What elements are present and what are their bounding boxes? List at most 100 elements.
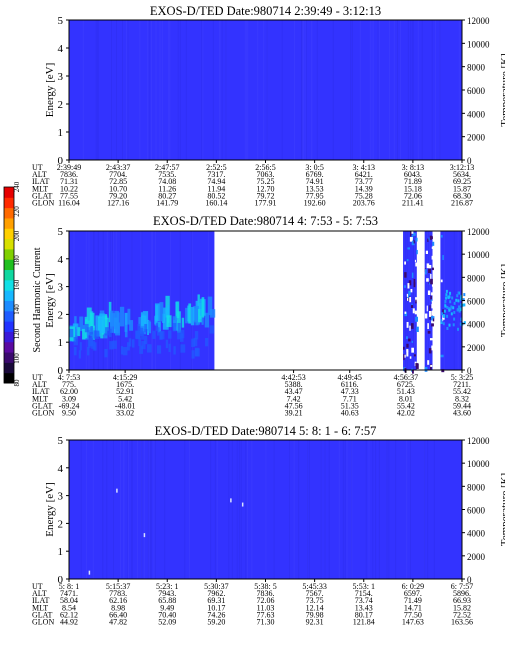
table-cell: 8.98 (111, 603, 125, 612)
band-cell (446, 326, 449, 330)
speckle (415, 262, 418, 267)
table-cell: 6043. (404, 170, 422, 179)
y-tick-label: 3 (58, 491, 64, 503)
y-tick-label: 5 (58, 15, 64, 27)
band-cell (448, 323, 451, 327)
band-cell (441, 312, 444, 316)
table-cell: 203.76 (353, 199, 375, 208)
speckle (431, 255, 434, 260)
table-cell: 43.47 (285, 387, 303, 396)
table-cell: 14.71 (404, 603, 422, 612)
table-cell: 71.30 (257, 618, 275, 627)
band-cell (194, 331, 199, 340)
table-cell: 73.74 (355, 596, 373, 605)
band-cell (456, 308, 459, 312)
speckle (431, 310, 435, 316)
speckle (430, 278, 433, 285)
table-cell: 73.77 (355, 177, 373, 186)
y-axis-label: Energy [eV] (44, 482, 56, 536)
table-cell: 5:15:37 (106, 582, 130, 591)
row-label: GLON (32, 199, 54, 208)
band-cell (110, 313, 116, 327)
table-cell: 141.79 (156, 199, 178, 208)
speckle (412, 369, 414, 374)
energy-band (69, 231, 466, 374)
band-cell (84, 323, 89, 333)
speckle (414, 310, 418, 315)
band-cell (144, 323, 148, 333)
speckle (116, 488, 118, 493)
speckle (406, 259, 409, 262)
speckle (428, 264, 432, 269)
band-cell (139, 327, 144, 337)
data-gap (432, 231, 441, 370)
y-tick-label: 4 (58, 463, 64, 475)
y2-tick-label: 0 (467, 366, 472, 376)
table-cell: 69.25 (453, 177, 471, 186)
orbit-table: UT 4: 7:53 4:15:29 4:42:53 4:49:45 4:56:37 5: … (32, 373, 473, 418)
band-cell (138, 317, 141, 327)
y2-axis-label: Temperature [K] (499, 264, 505, 337)
band-cell (156, 345, 162, 354)
table-cell: 7535. (158, 170, 176, 179)
table-cell: 71.89 (404, 177, 422, 186)
band-cell (89, 331, 94, 341)
row-label: ILAT (32, 387, 49, 396)
speckle (413, 282, 416, 288)
band-cell (128, 338, 132, 347)
table-cell: 40.63 (341, 409, 359, 418)
band-cell (449, 307, 452, 311)
y2-tick-label: 2000 (467, 343, 486, 353)
speckle (427, 290, 431, 295)
speckle (428, 310, 432, 317)
speckle (410, 288, 413, 293)
table-cell: 74.94 (207, 177, 225, 186)
colorbar-label: Second Harmonic Current (32, 247, 43, 352)
y2-tick-label: 12000 (467, 16, 490, 26)
band-cell (90, 326, 93, 335)
band-cell (162, 307, 169, 330)
band-cell (442, 322, 445, 326)
table-cell: 72.85 (109, 177, 127, 186)
band-cell (457, 327, 460, 331)
band-cell (173, 346, 176, 355)
colorbar-segment (4, 217, 14, 229)
band-cell (446, 314, 449, 318)
band-cell (141, 315, 147, 326)
band-cell (104, 314, 108, 334)
table-cell: 4: 7:53 (58, 373, 80, 382)
band-cell (124, 324, 128, 338)
speckle (413, 278, 416, 285)
table-cell: 6769. (306, 170, 324, 179)
band-cell (138, 337, 141, 347)
speckle (406, 336, 408, 340)
y2-tick-label: 0 (467, 575, 472, 585)
speckle (432, 316, 435, 319)
speckle (425, 269, 427, 275)
band-cell (177, 322, 181, 332)
band-cell (447, 296, 450, 300)
table-cell: 74.91 (306, 177, 324, 186)
speckle (408, 338, 411, 342)
speckle (411, 234, 414, 239)
band-cell (144, 335, 148, 345)
table-cell: 5:45:33 (302, 582, 326, 591)
chart-panel-2: EXOS-D/TED Date:980714 4: 7:53 - 5: 7:53… (32, 214, 505, 418)
y-axis-label: Energy [eV] (44, 63, 56, 117)
colorbar-segment (4, 290, 14, 301)
orbit-table: UT 5: 8: 1 5:15:37 5:23: 1 5:30:37 5:38: 5 5:4… (32, 582, 473, 627)
row-label: GLON (32, 409, 54, 418)
speckle (442, 317, 444, 322)
table-cell: 7836. (257, 589, 275, 598)
speckle (425, 250, 429, 254)
row-label: UT (32, 582, 43, 591)
table-cell: 4:56:37 (394, 373, 418, 382)
colorbar-segment (4, 197, 14, 209)
speckle (429, 282, 431, 285)
band-cell (167, 304, 170, 323)
row-label: UT (32, 373, 43, 382)
table-cell: 116.04 (58, 199, 80, 208)
y2-tick-label: 10000 (467, 459, 490, 469)
table-cell: 51.43 (397, 387, 415, 396)
speckle (407, 283, 410, 289)
